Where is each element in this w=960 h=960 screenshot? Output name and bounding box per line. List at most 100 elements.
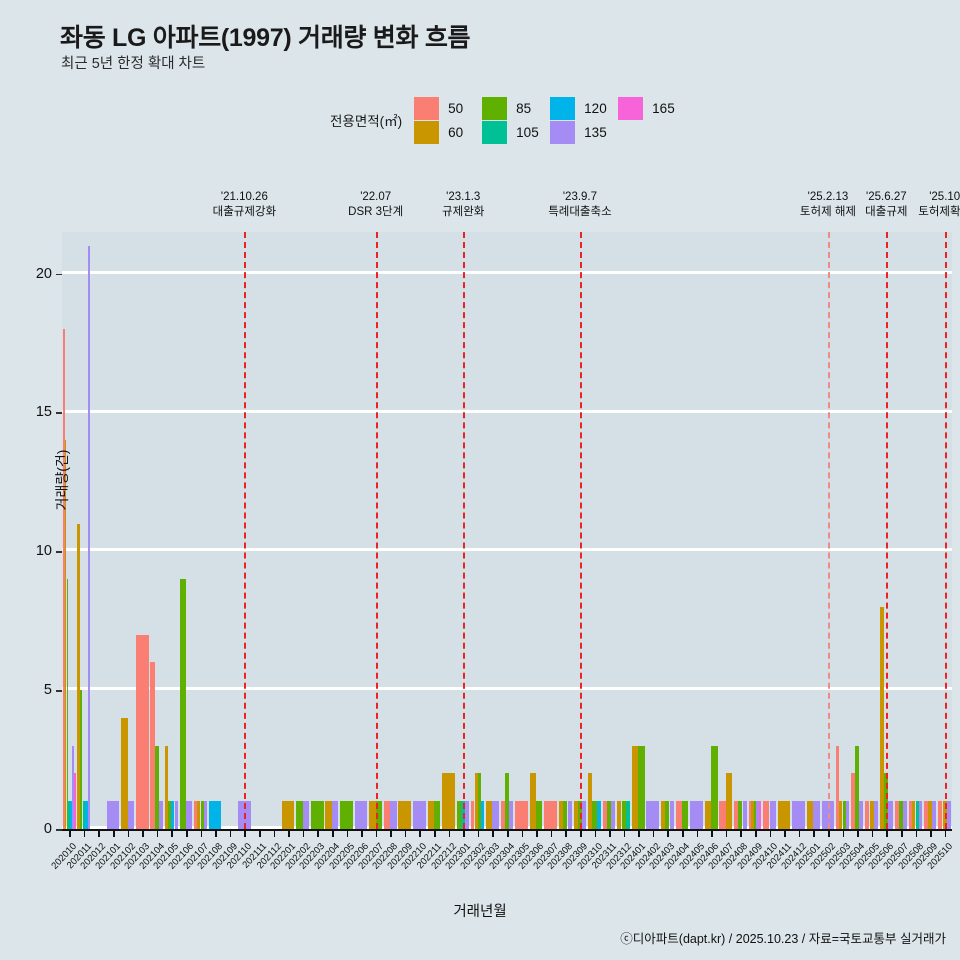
bar[interactable] — [777, 801, 791, 829]
bar[interactable] — [912, 801, 916, 829]
bar[interactable] — [82, 801, 85, 829]
bar[interactable] — [500, 801, 505, 829]
bar[interactable] — [481, 801, 485, 829]
bar[interactable] — [611, 801, 616, 829]
bar[interactable] — [665, 801, 670, 829]
bar[interactable] — [748, 801, 752, 829]
bar[interactable] — [719, 801, 726, 829]
bar[interactable] — [200, 801, 204, 829]
bar[interactable] — [738, 801, 743, 829]
bar[interactable] — [845, 801, 849, 829]
legend-item[interactable]: 60 — [414, 120, 474, 144]
bar[interactable] — [769, 801, 776, 829]
bar[interactable] — [704, 801, 712, 829]
bar[interactable] — [64, 440, 67, 829]
bar[interactable] — [515, 801, 528, 829]
bar[interactable] — [753, 801, 757, 829]
bar[interactable] — [758, 801, 762, 829]
bar[interactable] — [168, 801, 172, 829]
legend-item[interactable]: 165 — [618, 96, 678, 120]
bar[interactable] — [121, 717, 128, 829]
bar[interactable] — [923, 801, 928, 829]
bar[interactable] — [442, 773, 455, 829]
bar[interactable] — [932, 801, 937, 829]
bar[interactable] — [577, 801, 582, 829]
bar[interactable] — [873, 801, 879, 829]
legend-item[interactable]: 135 — [550, 120, 610, 144]
bar[interactable] — [203, 801, 207, 829]
bar[interactable] — [237, 801, 251, 829]
bar[interactable] — [879, 606, 885, 829]
bar[interactable] — [915, 801, 919, 829]
bar[interactable] — [544, 801, 558, 829]
bar[interactable] — [135, 634, 149, 829]
bar[interactable] — [682, 801, 689, 829]
bar[interactable] — [884, 773, 889, 829]
bar[interactable] — [751, 801, 754, 829]
bar[interactable] — [154, 745, 159, 829]
bar[interactable] — [62, 329, 65, 829]
bar[interactable] — [850, 773, 855, 829]
bar[interactable] — [734, 801, 739, 829]
bar[interactable] — [909, 801, 913, 829]
bar[interactable] — [68, 801, 71, 829]
bar[interactable] — [558, 801, 564, 829]
bar[interactable] — [398, 801, 412, 829]
bar[interactable] — [621, 801, 626, 829]
bar[interactable] — [646, 801, 660, 829]
bar[interactable] — [375, 801, 382, 829]
bar[interactable] — [536, 801, 543, 829]
bar[interactable] — [477, 773, 481, 829]
bar[interactable] — [821, 801, 835, 829]
bar[interactable] — [165, 745, 169, 829]
bar[interactable] — [792, 801, 806, 829]
bar[interactable] — [179, 579, 186, 829]
bar[interactable] — [855, 745, 860, 829]
bar[interactable] — [669, 801, 674, 829]
bar[interactable] — [369, 801, 376, 829]
bar[interactable] — [942, 801, 947, 829]
bar[interactable] — [281, 801, 295, 829]
bar[interactable] — [865, 801, 870, 829]
bar[interactable] — [690, 801, 703, 829]
bar[interactable] — [80, 690, 83, 829]
bar[interactable] — [588, 773, 593, 829]
bar[interactable] — [456, 801, 461, 829]
bar[interactable] — [354, 801, 368, 829]
bar[interactable] — [174, 801, 178, 829]
bar[interactable] — [631, 745, 639, 829]
bar[interactable] — [106, 801, 120, 829]
bar[interactable] — [859, 801, 864, 829]
bar[interactable] — [806, 801, 814, 829]
bar[interactable] — [596, 801, 601, 829]
bar[interactable] — [465, 801, 470, 829]
bar[interactable] — [70, 801, 72, 829]
bar[interactable] — [504, 773, 509, 829]
bar[interactable] — [742, 801, 747, 829]
bar[interactable] — [427, 801, 434, 829]
bar[interactable] — [888, 801, 893, 829]
bar[interactable] — [898, 801, 903, 829]
bar[interactable] — [150, 662, 155, 829]
bar[interactable] — [725, 773, 733, 829]
bar[interactable] — [675, 801, 682, 829]
bar[interactable] — [573, 801, 578, 829]
bar[interactable] — [194, 801, 198, 829]
bar[interactable] — [638, 745, 645, 829]
bar[interactable] — [813, 801, 820, 829]
bar[interactable] — [127, 801, 134, 829]
bar[interactable] — [938, 801, 943, 829]
bar[interactable] — [529, 773, 537, 829]
bar[interactable] — [434, 801, 441, 829]
legend-item[interactable]: 105 — [482, 120, 542, 144]
bar[interactable] — [471, 801, 475, 829]
bar[interactable] — [158, 801, 164, 829]
bar[interactable] — [73, 773, 76, 829]
bar[interactable] — [77, 523, 80, 829]
bar[interactable] — [296, 801, 303, 829]
bar[interactable] — [869, 801, 874, 829]
bar[interactable] — [87, 245, 91, 829]
bar[interactable] — [567, 801, 572, 829]
bar[interactable] — [582, 801, 587, 829]
bar[interactable] — [836, 745, 840, 829]
